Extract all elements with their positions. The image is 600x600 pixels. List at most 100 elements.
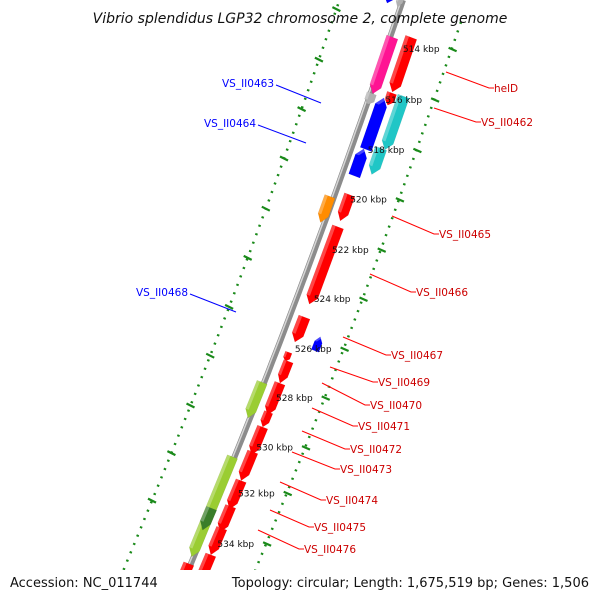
tick-518-kbp: 518 kbp <box>368 146 422 156</box>
dark-green-gene-body <box>200 505 218 531</box>
accession-text: Accession: NC_011744 <box>10 576 158 591</box>
leader-VS_II0473 <box>291 451 340 470</box>
dark-green-gene <box>200 505 218 531</box>
red-gene-2-shine <box>384 91 391 100</box>
inner-tick-1 <box>314 56 324 63</box>
tick-label: 526 kbp <box>295 345 332 355</box>
tick-mark <box>301 445 311 451</box>
inner-tick-8 <box>186 402 195 409</box>
label-VS_II0466: VS_II0466 <box>416 287 468 299</box>
tick-mark <box>340 346 350 353</box>
red-gene-small <box>283 350 293 362</box>
VS_II0470-gene-shine <box>265 381 278 407</box>
label-VS_II0463: VS_II0463 <box>222 78 274 90</box>
VS_II0474-lime-gene <box>189 454 238 558</box>
VS_II0476-gene-body <box>208 525 228 556</box>
VS_II0463-blue-gene-body <box>359 97 387 152</box>
tick-label: 534 kbp <box>217 540 254 550</box>
map-title: Vibrio splendidus LGP32 chromosome 2, co… <box>93 11 508 27</box>
leader-VS_II0475 <box>269 509 314 528</box>
VS_II0470-lime-gene <box>245 379 268 419</box>
tick-label: 514 kbp <box>403 45 440 55</box>
inner-tick-5 <box>243 254 253 261</box>
VS_II0463-gene-body <box>381 93 410 151</box>
VS_II0473-gene-body <box>238 449 259 482</box>
top-gray-gene-body <box>395 0 404 8</box>
tick-mark <box>448 46 458 53</box>
label-VS_II0476: VS_II0476 <box>304 544 356 556</box>
red-gene-3-body <box>337 192 356 222</box>
VS_II0463-gene-shine <box>382 94 402 142</box>
VS_II0476-gene <box>208 525 228 556</box>
red-gene-2 <box>384 90 397 106</box>
tick-label: 532 kbp <box>238 489 275 499</box>
inner-tick-3 <box>279 155 289 162</box>
VS_II0474-gene-shine <box>227 478 240 502</box>
VS_II0466-gene-body <box>306 224 344 305</box>
dark-green-gene-shine <box>200 506 210 522</box>
inner-tick-4 <box>261 205 271 212</box>
VS_II0468-gene <box>310 336 323 353</box>
tick-label: 528 kbp <box>276 394 313 404</box>
top-blue-gene-body <box>385 0 394 4</box>
inner-tick-6 <box>224 303 234 310</box>
VS_II0467-gene-shine <box>292 315 303 334</box>
tick-mark <box>283 490 293 497</box>
leader-VS_II0472 <box>301 430 350 450</box>
leader-VS_II0467 <box>342 336 391 356</box>
VS_II0469-gene <box>277 359 294 384</box>
VS_II0471-gene-shine <box>260 410 267 421</box>
gray-gene-2-body <box>364 91 377 105</box>
tick-534-kbp: 534 kbp <box>217 540 272 550</box>
tick-516-kbp: 516 kbp <box>385 96 440 106</box>
leader-VS_II0464 <box>257 124 307 144</box>
VS_II0466-gene-shine <box>306 224 336 296</box>
tick-mark <box>412 147 422 154</box>
tick-mark <box>377 247 387 253</box>
VS_II0467-gene-body <box>291 314 311 343</box>
helD-gene-body <box>369 34 399 95</box>
leader-VS_II0463 <box>275 84 322 104</box>
leader-VS_II0469 <box>329 366 378 383</box>
outer-dotted-track <box>241 21 463 600</box>
gene-labels: VS_II0463 VS_II0464 VS_II0468 helD VS_II0462… <box>136 78 533 556</box>
top-gray-gene-shine <box>396 0 399 2</box>
VS_II0474-lime-gene-shine <box>189 454 231 549</box>
tick-label: 518 kbp <box>368 146 405 156</box>
inner-tick-10 <box>147 497 157 504</box>
VS_II0464-blue-gene-shine <box>355 148 368 156</box>
tick-520-kbp: 520 kbp <box>350 196 405 206</box>
VS_II0464-blue-gene-body <box>348 148 367 179</box>
VS_II0470-gene-body <box>264 380 286 416</box>
red-gene-1 <box>389 34 418 93</box>
VS_II0470-gene <box>264 380 286 416</box>
inner-tick-7 <box>205 352 215 359</box>
label-VS_II0471: VS_II0471 <box>358 421 410 433</box>
gc-dotted-tracks <box>118 0 463 600</box>
tick-mark <box>321 395 331 401</box>
leader-VS_II0465 <box>391 215 439 235</box>
VS_II0463-gene <box>381 93 410 151</box>
VS_II0468-gene-body <box>310 336 323 353</box>
VS_II0464-gene-shine <box>369 146 379 167</box>
tick-532-kbp: 532 kbp <box>238 489 293 499</box>
red-gene-1-shine <box>389 35 409 84</box>
tick-mark <box>395 197 405 203</box>
VS_II0465-gene-body <box>317 194 336 223</box>
VS_II0463-blue-gene-shine <box>375 97 388 105</box>
red-gene-small-shine <box>283 351 288 358</box>
top-blue-gene <box>385 0 394 4</box>
VS_II0476-gene-shine <box>208 526 220 547</box>
helD-gene-shine <box>369 35 391 86</box>
tick-526-kbp: 526 kbp <box>295 345 350 355</box>
VS_II0468-gene-shine <box>314 336 323 342</box>
leader-VS_II0476 <box>257 529 304 550</box>
label-leader-lines <box>189 71 494 550</box>
leader-VS_II0470 <box>321 382 370 406</box>
VS_II0469-gene-shine <box>278 359 287 376</box>
tick-label: 522 kbp <box>332 246 369 256</box>
label-VS_II0474: VS_II0474 <box>326 495 378 507</box>
VS_II0474-lime-gene-body <box>189 454 238 558</box>
